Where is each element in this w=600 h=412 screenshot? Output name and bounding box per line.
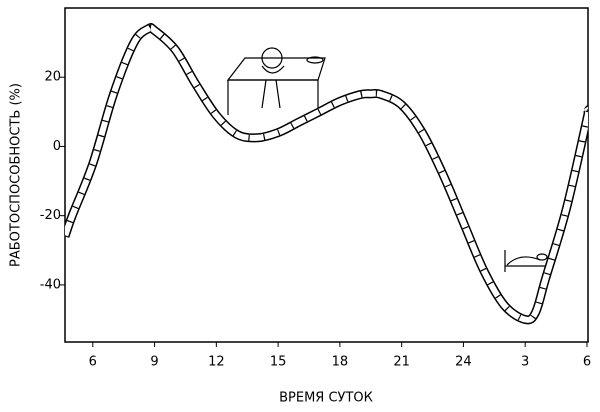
x-tick-label: 3 xyxy=(521,355,529,370)
x-tick-label: 9 xyxy=(150,355,158,370)
x-tick-label: 21 xyxy=(393,355,410,370)
x-tick-label: 15 xyxy=(270,355,287,370)
x-tick-label: 12 xyxy=(208,355,225,370)
bed-illustration xyxy=(504,250,551,272)
x-tick-label: 6 xyxy=(89,355,97,370)
rail-ties xyxy=(65,24,588,323)
x-axis-label: ВРЕМЯ СУТОК xyxy=(279,391,373,406)
y-tick-label: -40 xyxy=(40,277,61,292)
x-tick-label: 6 xyxy=(583,355,591,370)
plot-frame xyxy=(64,7,589,343)
desk-illustration xyxy=(226,47,326,115)
x-tick-label: 18 xyxy=(332,355,349,370)
rail-inner xyxy=(65,24,588,323)
y-tick-label: 20 xyxy=(44,70,61,85)
y-tick-label: -20 xyxy=(40,208,61,223)
x-tick-label: 24 xyxy=(455,355,472,370)
line xyxy=(65,23,588,325)
y-axis-label: РАБОТОСПОСОБНОСТЬ (%) xyxy=(9,83,24,267)
y-tick-label: 0 xyxy=(53,139,61,154)
